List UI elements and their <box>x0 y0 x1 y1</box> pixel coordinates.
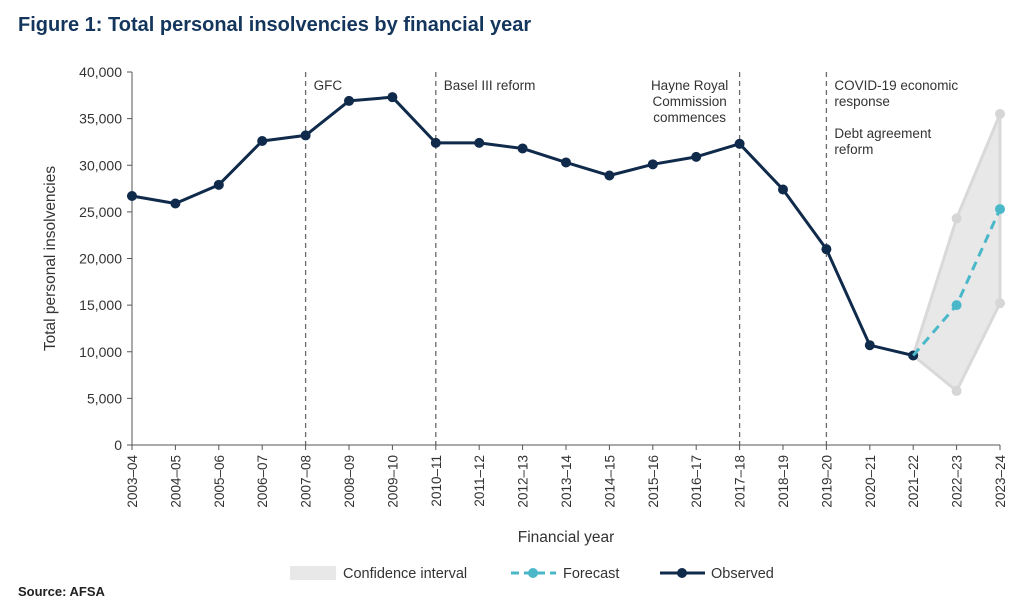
y-tick-label: 40,000 <box>79 64 122 80</box>
event-lines: GFC Basel III reform Hayne RoyalCommission… <box>304 72 958 445</box>
event-annotation-label: response <box>834 94 890 109</box>
x-tick-label: 2005–06 <box>212 455 227 508</box>
x-tick-label: 2019–20 <box>819 455 834 508</box>
y-axis-title: Total personal insolvencies <box>42 166 59 351</box>
source-note: Source: AFSA <box>18 584 105 599</box>
point-observed <box>821 244 832 255</box>
x-tick-label: 2007–08 <box>299 455 314 508</box>
x-tick-label: 2020–21 <box>863 455 878 508</box>
y-tick-label: 25,000 <box>79 204 122 220</box>
point-observed <box>127 191 137 202</box>
ci-upper-point <box>995 108 1005 119</box>
point-observed <box>734 138 745 149</box>
point-observed <box>778 184 788 195</box>
figure-title: Figure 1: Total personal insolvencies by… <box>18 14 532 36</box>
y-tick-label: 0 <box>114 437 122 453</box>
event-annotation-label: GFC <box>314 78 343 93</box>
legend-swatch-forecast-marker <box>528 568 538 578</box>
event-annotation-label: Debt agreement <box>834 126 931 141</box>
point-observed <box>604 170 615 181</box>
event-annotation-label: Hayne Royal <box>651 78 728 93</box>
y-tick-label: 35,000 <box>79 111 122 127</box>
x-tick-label: 2017–18 <box>733 455 748 508</box>
y-tick-label: 20,000 <box>79 251 122 267</box>
legend-label-observed: Observed <box>711 566 774 582</box>
event-annotation-label: Basel III reform <box>444 78 536 93</box>
x-tick-label: 2003–04 <box>125 455 140 508</box>
x-tick-label: 2011–12 <box>472 455 487 507</box>
point-observed <box>387 92 398 103</box>
x-tick-label: 2015–16 <box>646 455 661 508</box>
legend-swatch-observed-marker <box>677 568 687 578</box>
legend-label-confidence-interval: Confidence interval <box>343 566 467 582</box>
point-observed <box>474 137 485 148</box>
x-tick-label: 2018–19 <box>776 455 791 508</box>
x-tick-label: 2013–14 <box>559 455 574 508</box>
point-observed <box>257 136 268 147</box>
x-tick-label: 2008–09 <box>342 455 357 508</box>
point-forecast <box>995 204 1005 215</box>
point-observed <box>344 95 354 106</box>
point-observed <box>170 198 181 209</box>
point-observed <box>864 340 875 351</box>
legend-swatch-confidence-interval <box>290 566 336 580</box>
point-observed <box>430 137 441 148</box>
x-tick-label: 2004–05 <box>168 455 183 508</box>
point-observed <box>213 179 224 190</box>
y-tick-label: 10,000 <box>79 344 122 360</box>
x-tick-label: 2016–17 <box>689 455 704 508</box>
point-observed <box>647 159 658 170</box>
x-tick-label: 2009–10 <box>385 455 400 508</box>
event-annotation-label: COVID-19 economic <box>834 78 958 93</box>
legend: Confidence interval Forecast Observed <box>290 566 774 582</box>
x-tick-label: 2006–07 <box>255 455 270 508</box>
legend-label-forecast: Forecast <box>563 566 619 582</box>
y-tick-label: 5,000 <box>87 390 122 406</box>
event-annotation-label: reform <box>834 142 873 157</box>
x-tick-label: 2021–22 <box>906 455 921 508</box>
ci-lower-point <box>951 385 962 396</box>
point-forecast <box>951 300 962 311</box>
event-annotation-label: Commission <box>652 94 726 109</box>
ci-lower-point <box>995 298 1005 309</box>
event-annotation-label: commences <box>653 110 726 125</box>
point-observed <box>517 143 528 154</box>
x-tick-label: 2012–13 <box>516 455 531 508</box>
axes: 0 5,000 10,000 15,000 20,000 25,000 30,000 35,0… <box>42 64 1008 546</box>
y-tick-label: 15,000 <box>79 297 122 313</box>
x-tick-label: 2010–11 <box>429 455 444 507</box>
x-tick-label: 2022–23 <box>950 455 965 508</box>
y-tick-label: 30,000 <box>79 157 122 173</box>
x-tick-label: 2014–15 <box>602 455 617 508</box>
ci-upper-point <box>951 213 962 224</box>
confidence-interval-layer <box>911 108 1005 396</box>
point-observed <box>300 130 311 141</box>
point-observed <box>691 151 702 162</box>
point-observed <box>561 157 571 168</box>
series-line-observed <box>131 95 914 357</box>
series-layer <box>127 92 1005 361</box>
x-axis-title: Financial year <box>518 529 615 546</box>
confidence-interval-band <box>911 113 1002 394</box>
x-tick-label: 2023–24 <box>993 455 1008 508</box>
